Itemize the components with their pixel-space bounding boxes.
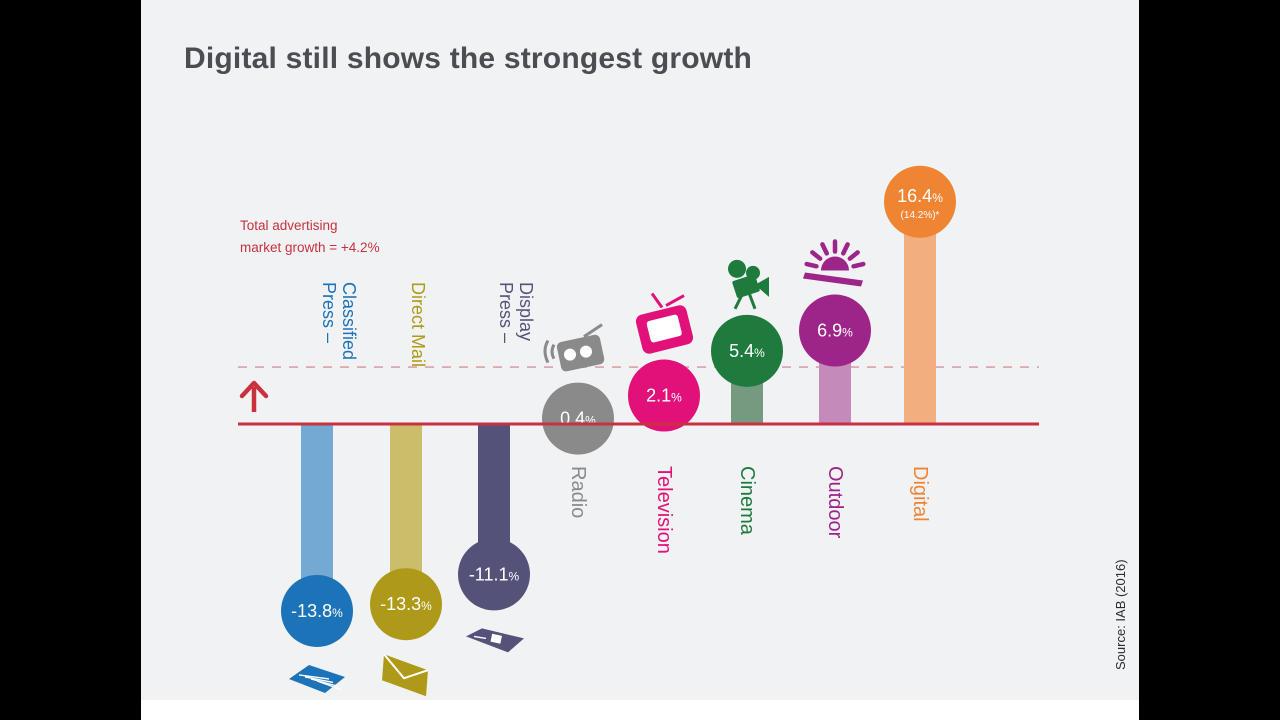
category-label: Direct Mail — [408, 282, 428, 367]
category-label-line: Outdoor — [824, 466, 846, 539]
value-label: 16.4% — [897, 186, 943, 206]
category-label: Digital — [909, 466, 931, 522]
radio-icon — [543, 323, 605, 372]
category-label-line: Radio — [567, 466, 589, 518]
growth-arrow-icon — [239, 380, 269, 412]
bar-group-press-display: -11.1% Press – Display — [458, 282, 536, 653]
category-label-line: Display — [516, 282, 536, 341]
category-label-line: Television — [653, 466, 675, 554]
category-label: Press – Display — [496, 282, 536, 343]
bar-group-cinema: 5.4% Cinema — [711, 259, 783, 536]
tv-icon — [635, 292, 694, 354]
value-bubble — [884, 165, 956, 238]
value-label: 5.4% — [729, 341, 765, 361]
category-label: Television — [653, 466, 675, 554]
value-label: 6.9% — [817, 321, 853, 341]
bar-group-digital: 16.4% (14.2%)* Digital — [884, 165, 956, 522]
category-label-line: Press – — [496, 282, 516, 343]
envelope-icon — [382, 653, 429, 697]
category-label: Radio — [567, 466, 589, 518]
value-label: -11.1% — [469, 564, 520, 584]
footer-strip — [141, 700, 1139, 720]
category-label: Outdoor — [824, 466, 846, 539]
category-label-line: Press – — [319, 282, 339, 343]
value-bubble — [370, 568, 442, 641]
source-note: Source: IAB (2016) — [1113, 559, 1128, 670]
annotation-line-1: Total advertising — [240, 218, 338, 233]
bar-group-outdoor: 6.9% Outdoor — [799, 239, 871, 539]
category-label-line: Digital — [909, 466, 931, 522]
film-camera-icon — [728, 259, 769, 310]
value-label: 2.1% — [646, 386, 682, 406]
category-label: Press – Classified — [319, 282, 359, 360]
magazine-icon — [466, 628, 524, 653]
category-label-line: Classified — [339, 282, 359, 360]
newspaper-icon — [289, 664, 345, 693]
bar-group-radio: 0.4%Radio — [542, 323, 614, 518]
value-bubble — [711, 314, 783, 387]
value-bubble — [628, 359, 700, 432]
category-label-line: Direct Mail — [408, 282, 428, 367]
value-bubble — [542, 382, 614, 455]
growth-chart: Total advertising market growth = +4.2% -1… — [238, 165, 1039, 697]
slide: Digital still shows the strongest growth… — [141, 0, 1139, 720]
category-label-line: Cinema — [736, 466, 758, 536]
bar-group-television: 2.1% Television — [628, 292, 700, 554]
value-bubble — [799, 294, 871, 367]
category-label: Cinema — [736, 466, 758, 536]
page-title: Digital still shows the strongest growth — [184, 42, 753, 75]
sun-billboard-icon — [803, 239, 866, 287]
bar — [904, 201, 936, 424]
value-sublabel: (14.2%)* — [901, 210, 940, 221]
annotation-line-2: market growth = +4.2% — [240, 240, 380, 255]
bar-group-press-classified: -13.8% Press – Classified — [281, 282, 359, 693]
value-label: -13.3% — [380, 594, 432, 614]
bar-group-direct-mail: -13.3% Direct Mail — [370, 282, 442, 697]
value-bubble — [281, 574, 353, 647]
value-bubble — [458, 538, 530, 611]
value-label: -13.8% — [291, 601, 343, 621]
